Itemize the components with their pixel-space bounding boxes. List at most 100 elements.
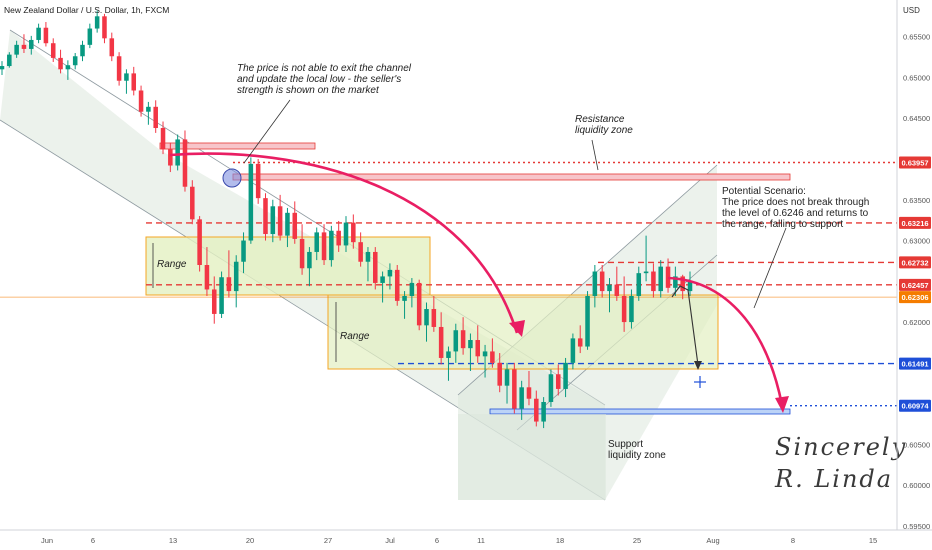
price-badge-label: 0.63216 bbox=[901, 219, 928, 228]
candle-body bbox=[124, 73, 129, 81]
candle-body bbox=[636, 273, 642, 296]
candle-body bbox=[497, 362, 502, 386]
candle-body bbox=[270, 206, 276, 235]
candle-body bbox=[219, 277, 224, 314]
candle-body bbox=[534, 398, 539, 422]
candle-body bbox=[380, 276, 385, 283]
candle-body bbox=[190, 186, 195, 220]
x-tick-label: 25 bbox=[633, 536, 641, 545]
x-tick-label: 27 bbox=[324, 536, 332, 545]
candle-body bbox=[599, 271, 605, 292]
candle-body bbox=[131, 73, 137, 91]
candle-body bbox=[651, 271, 656, 292]
time-axis: Jun 6 13 20 27 Jul 6 11 18 25 Aug 8 15 bbox=[41, 536, 877, 545]
signature-line-2: R. Linda bbox=[774, 465, 893, 493]
candle-body bbox=[446, 351, 451, 358]
candle-body bbox=[43, 27, 49, 44]
price-badge bbox=[899, 291, 931, 304]
annotation-resistance: Resistance liquidity zone bbox=[575, 114, 633, 136]
candle-body bbox=[468, 340, 473, 349]
support-zone-shade bbox=[458, 414, 606, 500]
price-badge-label: 0.60974 bbox=[901, 402, 929, 411]
y-tick-label: 0.63000 bbox=[903, 237, 930, 246]
annotation-channel-line-2: and update the local low - the seller's bbox=[237, 74, 401, 85]
x-tick-label: 11 bbox=[477, 536, 485, 545]
candle-body bbox=[116, 56, 122, 81]
range-box-1 bbox=[145, 236, 431, 296]
candle-body bbox=[453, 330, 459, 352]
candle-body bbox=[482, 351, 488, 357]
candle-body bbox=[21, 44, 27, 49]
candle-body bbox=[329, 230, 334, 261]
candle-body bbox=[358, 242, 363, 262]
annotation-support-line-2: liquidity zone bbox=[608, 450, 666, 461]
candle-body bbox=[512, 369, 517, 409]
y-tick-label: 0.60000 bbox=[903, 481, 930, 490]
candle-body bbox=[109, 38, 115, 57]
candle-body bbox=[504, 369, 510, 386]
candle-body bbox=[629, 295, 634, 323]
candle-body bbox=[438, 326, 444, 358]
price-badges: 0.63957 0.63216 0.62732 0.62457 0.62306 0.614… bbox=[899, 156, 931, 412]
candle-body bbox=[563, 362, 568, 389]
candle-body bbox=[643, 271, 649, 274]
candle-body bbox=[680, 276, 685, 292]
annotation-channel: The price is not able to exit the channe… bbox=[237, 63, 414, 96]
candle-body bbox=[607, 284, 612, 292]
candle-body bbox=[577, 338, 583, 347]
candle-body bbox=[87, 28, 93, 45]
annotation-pointer-1 bbox=[243, 99, 291, 164]
annotation-resistance-line-1: Resistance bbox=[575, 114, 625, 125]
candle-body bbox=[14, 44, 19, 55]
resistance-zone bbox=[232, 173, 791, 181]
price-badge bbox=[899, 216, 931, 229]
candle-body bbox=[519, 387, 524, 409]
candle-body bbox=[548, 374, 554, 402]
x-tick-label: 20 bbox=[246, 536, 254, 545]
candle-layer bbox=[0, 10, 693, 429]
y-tick-label: 0.60500 bbox=[903, 440, 930, 449]
annotation-scenario-line-2: The price does not break through bbox=[722, 197, 869, 208]
candle-body bbox=[58, 57, 63, 70]
annotation-pointer-2 bbox=[591, 139, 599, 171]
candle-body bbox=[292, 212, 298, 239]
price-badge-label: 0.61491 bbox=[901, 360, 928, 369]
projection-arrowhead bbox=[694, 361, 702, 370]
candle-body bbox=[373, 251, 378, 283]
candle-body bbox=[673, 276, 678, 288]
x-tick-label: 13 bbox=[169, 536, 177, 545]
y-tick-label: 0.59500 bbox=[903, 522, 930, 531]
x-tick-label: 18 bbox=[556, 536, 564, 545]
candle-body bbox=[314, 232, 319, 252]
annotation-support: Support liquidity zone bbox=[608, 439, 666, 461]
candle-body bbox=[285, 212, 290, 236]
annotation-scenario: Potential Scenario: The price does not b… bbox=[722, 186, 872, 230]
resistance-zone-small bbox=[159, 142, 316, 150]
price-badge bbox=[899, 156, 931, 169]
x-tick-label: Jun bbox=[41, 536, 53, 545]
signature-line-1: Sincerely bbox=[775, 433, 907, 461]
target-marker bbox=[694, 376, 706, 388]
annotation-scenario-line-4: the range, falling to support bbox=[722, 219, 843, 230]
x-tick-label: Aug bbox=[706, 536, 719, 545]
candle-body bbox=[585, 295, 590, 347]
candle-body bbox=[80, 44, 85, 57]
candle-body bbox=[7, 54, 12, 67]
candle-body bbox=[475, 340, 481, 357]
candle-body bbox=[211, 289, 217, 314]
candle-body bbox=[570, 338, 576, 363]
candle-body bbox=[387, 269, 393, 277]
candle-body bbox=[658, 266, 663, 292]
candle-body bbox=[233, 261, 239, 292]
y-tick-label: 0.65000 bbox=[903, 73, 930, 82]
candle-body bbox=[102, 16, 107, 39]
candle-body bbox=[146, 106, 151, 112]
price-badge bbox=[899, 399, 931, 412]
price-badge-label: 0.63957 bbox=[901, 159, 928, 168]
candle-body bbox=[541, 401, 546, 422]
price-badge bbox=[899, 278, 931, 291]
x-tick-label: 6 bbox=[435, 536, 439, 545]
candle-body bbox=[409, 282, 415, 296]
